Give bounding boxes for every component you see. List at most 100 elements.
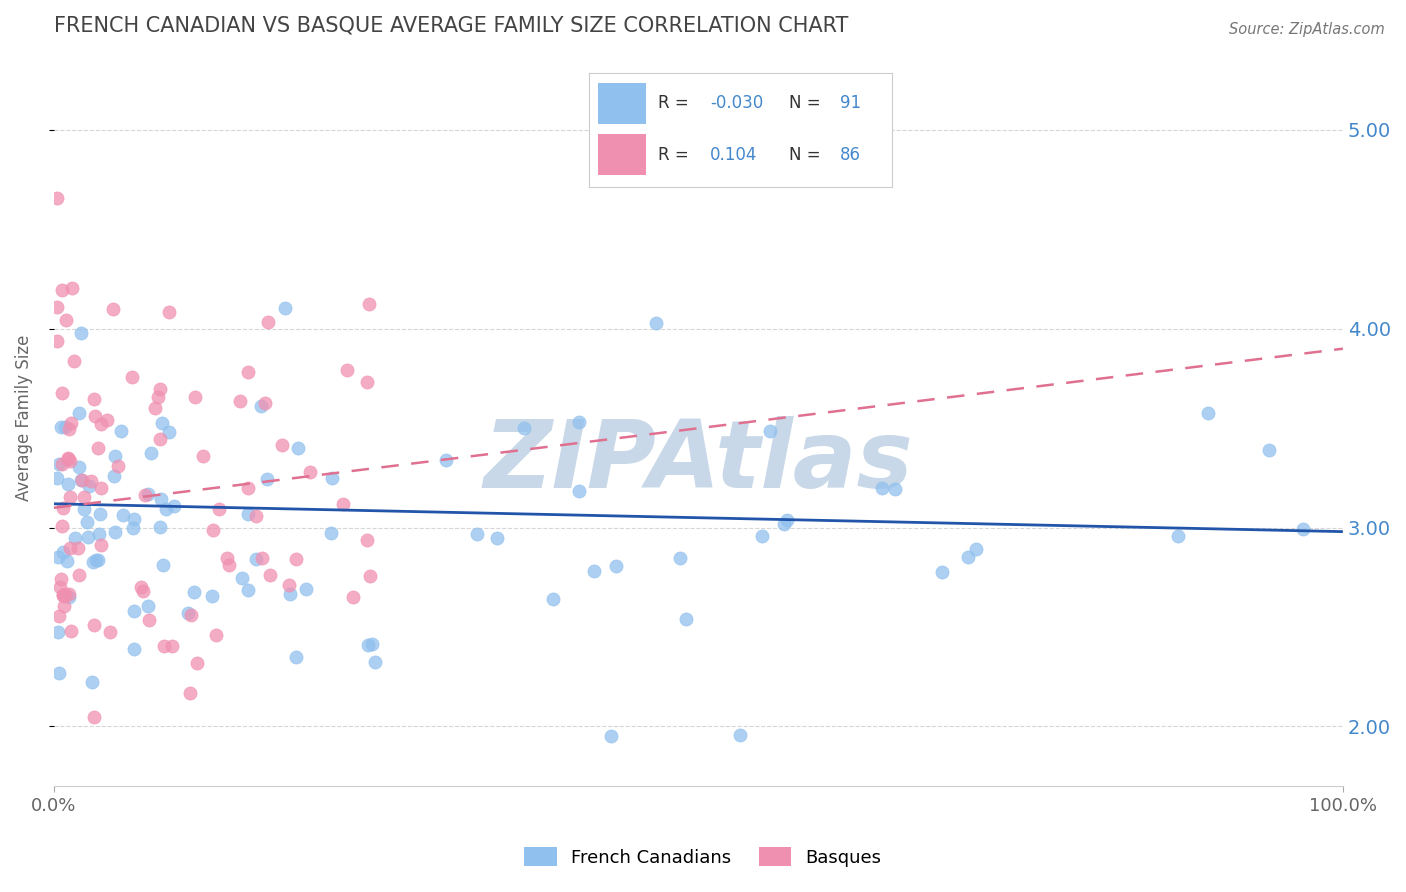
Text: FRENCH CANADIAN VS BASQUE AVERAGE FAMILY SIZE CORRELATION CHART: FRENCH CANADIAN VS BASQUE AVERAGE FAMILY…	[53, 15, 848, 35]
Point	[55, 420, 77, 434]
Point	[86, 553, 108, 567]
Point	[49, 420, 72, 434]
Point	[256, 472, 278, 486]
Point	[605, 558, 627, 573]
Point	[278, 587, 301, 601]
Point	[218, 558, 240, 573]
Point	[62, 281, 84, 295]
Point	[872, 481, 894, 495]
Point	[730, 728, 752, 742]
Point	[149, 432, 172, 446]
Point	[138, 599, 160, 613]
Point	[250, 400, 273, 414]
Point	[356, 533, 378, 548]
Point	[89, 507, 111, 521]
Point	[58, 422, 80, 436]
Point	[76, 515, 98, 529]
Legend: French Canadians, Basques: French Canadians, Basques	[517, 840, 889, 874]
Point	[48, 665, 70, 680]
Point	[207, 502, 229, 516]
Point	[152, 639, 174, 653]
Point	[59, 541, 82, 556]
Y-axis label: Average Family Size: Average Family Size	[15, 335, 32, 501]
Point	[59, 454, 82, 468]
Point	[257, 315, 280, 329]
Point	[152, 558, 174, 573]
Point	[67, 541, 90, 556]
Point	[110, 424, 132, 438]
Point	[86, 552, 108, 566]
Point	[342, 590, 364, 604]
Point	[231, 570, 253, 584]
Point	[53, 587, 76, 601]
Point	[155, 502, 177, 516]
Point	[90, 538, 112, 552]
Point	[56, 477, 79, 491]
Point	[1197, 406, 1219, 420]
Point	[134, 488, 156, 502]
Point	[90, 481, 112, 495]
Point	[259, 568, 281, 582]
Point	[48, 457, 70, 471]
Point	[59, 416, 82, 430]
Point	[177, 607, 200, 621]
Point	[1292, 522, 1315, 536]
Point	[568, 415, 591, 429]
Point	[759, 424, 782, 438]
Point	[103, 301, 125, 316]
Point	[273, 301, 295, 316]
Point	[284, 552, 307, 566]
Point	[83, 709, 105, 723]
Text: Source: ZipAtlas.com: Source: ZipAtlas.com	[1229, 22, 1385, 37]
Point	[645, 316, 668, 330]
Point	[236, 365, 259, 379]
Point	[52, 544, 75, 558]
Point	[51, 458, 73, 472]
Point	[356, 375, 378, 389]
Point	[205, 627, 228, 641]
Point	[359, 569, 381, 583]
Point	[58, 591, 80, 605]
Point	[55, 312, 77, 326]
Point	[67, 405, 90, 419]
Point	[58, 587, 80, 601]
Point	[245, 509, 267, 524]
Point	[965, 542, 987, 557]
Point	[45, 334, 67, 348]
Point	[48, 608, 70, 623]
Point	[67, 567, 90, 582]
Point	[271, 438, 294, 452]
Point	[179, 686, 201, 700]
Point	[1167, 529, 1189, 543]
Point	[150, 491, 173, 506]
Point	[104, 450, 127, 464]
Point	[186, 656, 208, 670]
Point	[107, 459, 129, 474]
Point	[51, 284, 73, 298]
Point	[163, 499, 186, 513]
Point	[132, 584, 155, 599]
Point	[202, 523, 225, 537]
Point	[541, 591, 564, 606]
Point	[111, 508, 134, 523]
Point	[150, 416, 173, 430]
Point	[46, 191, 69, 205]
Point	[70, 473, 93, 487]
Point	[236, 582, 259, 597]
Point	[183, 585, 205, 599]
Point	[250, 551, 273, 566]
Point	[59, 491, 82, 505]
Point	[883, 482, 905, 496]
Point	[434, 453, 457, 467]
Point	[87, 442, 110, 456]
Point	[751, 528, 773, 542]
Point	[148, 390, 170, 404]
Point	[83, 618, 105, 632]
Point	[361, 636, 384, 650]
Point	[278, 577, 301, 591]
Point	[80, 474, 103, 488]
Point	[45, 471, 67, 485]
Point	[321, 471, 343, 485]
Point	[956, 550, 979, 565]
Point	[82, 555, 104, 569]
